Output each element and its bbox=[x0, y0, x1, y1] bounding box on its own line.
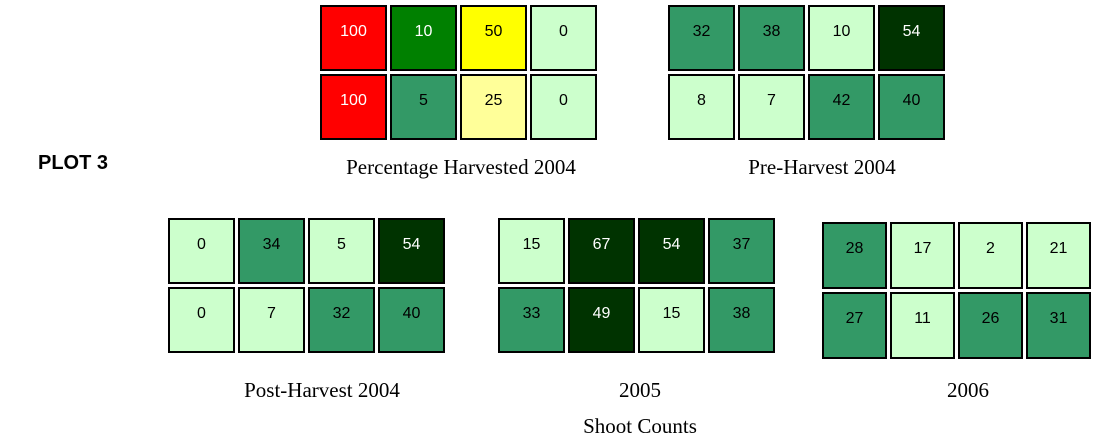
cell: 8 bbox=[668, 74, 735, 140]
cell: 37 bbox=[708, 218, 775, 284]
cell: 54 bbox=[378, 218, 445, 284]
grid-caption: 2006 bbox=[947, 378, 989, 402]
cell: 25 bbox=[460, 74, 527, 140]
cell: 40 bbox=[378, 287, 445, 353]
cell: 0 bbox=[168, 287, 235, 353]
grid-caption: Percentage Harvested 2004 bbox=[346, 155, 576, 179]
cell: 32 bbox=[668, 5, 735, 71]
cell: 28 bbox=[822, 222, 887, 289]
cell: 26 bbox=[958, 292, 1023, 359]
cell: 34 bbox=[238, 218, 305, 284]
cell: 33 bbox=[498, 287, 565, 353]
grid-caption: Post-Harvest 2004 bbox=[244, 378, 400, 402]
cell: 38 bbox=[738, 5, 805, 71]
cell: 54 bbox=[638, 218, 705, 284]
cell: 100 bbox=[320, 74, 387, 140]
cell: 27 bbox=[822, 292, 887, 359]
cell: 40 bbox=[878, 74, 945, 140]
cell: 32 bbox=[308, 287, 375, 353]
cell: 15 bbox=[638, 287, 705, 353]
cell: 2 bbox=[958, 222, 1023, 289]
cell: 100 bbox=[320, 5, 387, 71]
cell: 67 bbox=[568, 218, 635, 284]
cell: 0 bbox=[530, 5, 597, 71]
cell: 17 bbox=[890, 222, 955, 289]
cell: 49 bbox=[568, 287, 635, 353]
grid-caption: 2005 bbox=[619, 378, 661, 402]
cell: 50 bbox=[460, 5, 527, 71]
cell: 7 bbox=[738, 74, 805, 140]
plot-label: PLOT 3 bbox=[38, 152, 109, 174]
cell: 10 bbox=[808, 5, 875, 71]
cell: 0 bbox=[530, 74, 597, 140]
cell: 5 bbox=[308, 218, 375, 284]
cell: 42 bbox=[808, 74, 875, 140]
cell: 54 bbox=[878, 5, 945, 71]
cell: 5 bbox=[390, 74, 457, 140]
cell: 11 bbox=[890, 292, 955, 359]
group-caption: Shoot Counts bbox=[583, 414, 697, 438]
grid-caption: Pre-Harvest 2004 bbox=[748, 155, 896, 179]
cell: 0 bbox=[168, 218, 235, 284]
cell: 10 bbox=[390, 5, 457, 71]
cell: 31 bbox=[1026, 292, 1091, 359]
cell: 21 bbox=[1026, 222, 1091, 289]
cell: 15 bbox=[498, 218, 565, 284]
cell: 7 bbox=[238, 287, 305, 353]
cell: 38 bbox=[708, 287, 775, 353]
